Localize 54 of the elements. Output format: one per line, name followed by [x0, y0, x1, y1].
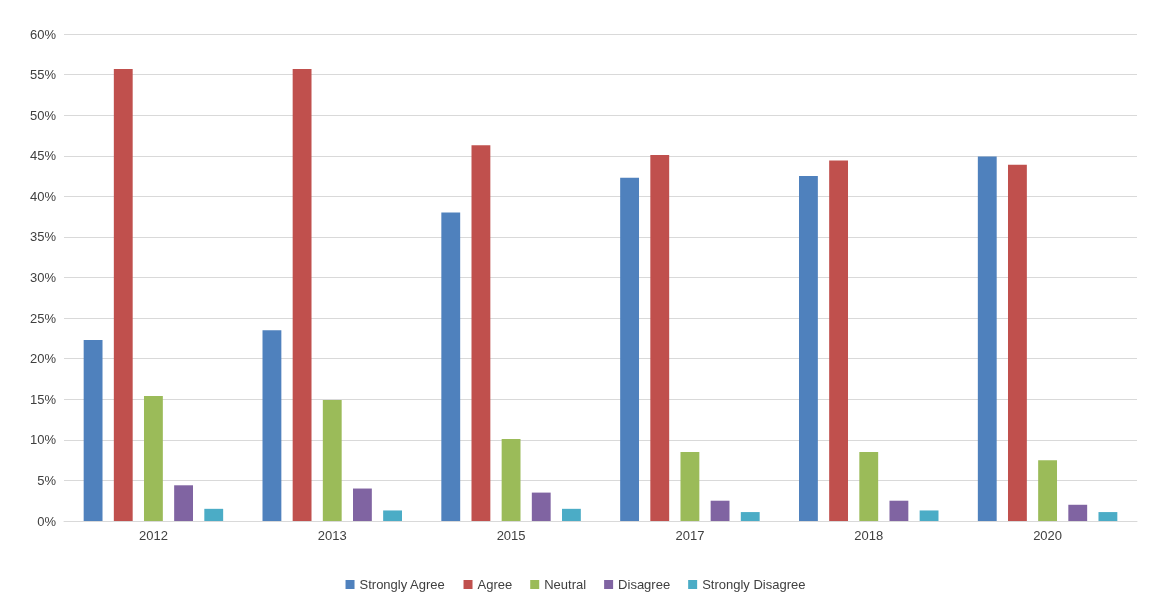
- bar: [113, 68, 133, 521]
- x-tick-label: 2017: [675, 528, 705, 543]
- bar: [441, 212, 461, 521]
- y-tick-label: 55%: [29, 67, 57, 83]
- bar: [204, 508, 224, 521]
- legend-label: Strongly Agree: [359, 577, 445, 592]
- bar: [1038, 460, 1058, 521]
- y-tick-label: 35%: [29, 229, 57, 245]
- y-tick-label: 5%: [37, 472, 57, 488]
- legend-label: Neutral: [544, 577, 587, 592]
- bar: [889, 500, 909, 521]
- bar: [829, 160, 849, 521]
- y-tick-label: 30%: [29, 270, 57, 285]
- bar: [799, 176, 818, 521]
- y-tick-label: 15%: [29, 391, 57, 407]
- y-tick-label: 0%: [37, 513, 57, 529]
- bar: [471, 145, 491, 521]
- y-tick-label: 60%: [29, 26, 57, 42]
- bar: [680, 452, 700, 521]
- bar: [919, 510, 939, 521]
- bar: [650, 154, 670, 521]
- bar: [352, 488, 372, 521]
- bar: [143, 396, 163, 521]
- legend-label: Agree: [477, 577, 513, 592]
- bar: [620, 177, 640, 521]
- y-tick-label: 25%: [29, 310, 57, 326]
- x-tick-label: 2018: [854, 528, 884, 543]
- x-tick-label: 2012: [138, 528, 168, 543]
- bar: [292, 68, 312, 521]
- y-tick-label: 20%: [29, 351, 57, 367]
- x-tick-label: 2015: [496, 528, 526, 543]
- bar: [710, 500, 730, 521]
- bar: [740, 512, 760, 521]
- bar: [977, 156, 997, 521]
- bar: [531, 492, 551, 521]
- legend-label: Disagree: [618, 577, 671, 592]
- y-tick-label: 50%: [29, 107, 57, 123]
- bar: [1008, 164, 1027, 521]
- bar: [1098, 512, 1118, 521]
- y-tick-label: 40%: [29, 188, 57, 204]
- bar: [262, 330, 282, 521]
- x-tick-label: 2013: [317, 528, 347, 543]
- bar: [501, 439, 521, 521]
- bar: [561, 508, 581, 521]
- y-tick-label: 45%: [29, 148, 57, 164]
- bar: [383, 510, 402, 521]
- bar: [174, 485, 193, 521]
- bar: [1068, 504, 1088, 521]
- bar: [859, 452, 879, 521]
- y-tick-label: 10%: [29, 432, 57, 448]
- x-tick-label: 2020: [1033, 528, 1063, 543]
- bar: [83, 340, 103, 521]
- legend-label: Strongly Disagree: [702, 577, 806, 592]
- bar: [322, 400, 342, 521]
